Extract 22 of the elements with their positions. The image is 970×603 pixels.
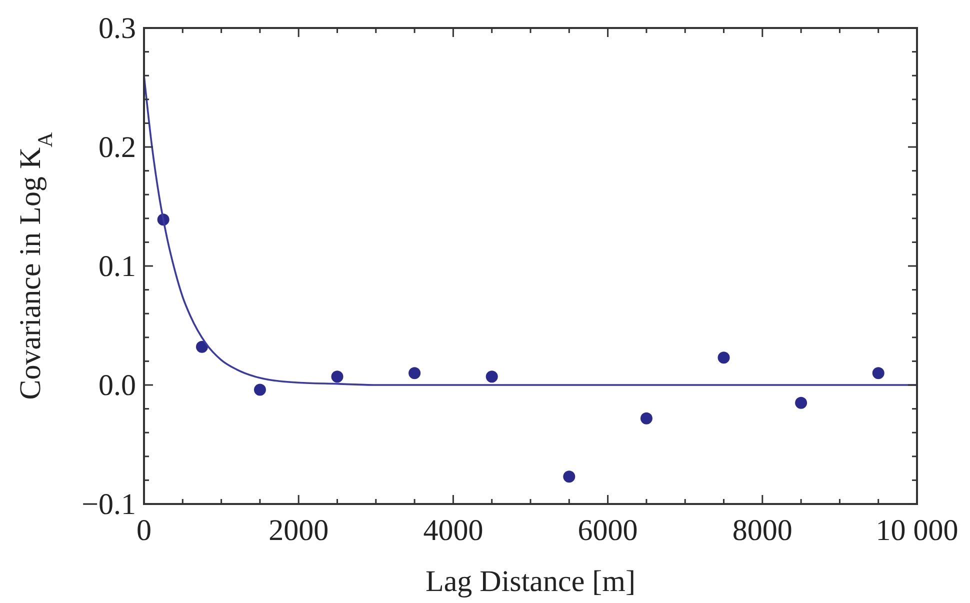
y-tick-label: 0.2 [98,131,136,164]
point [331,370,344,383]
point [563,470,576,483]
x-axis-title: Lag Distance [m] [426,565,636,598]
y-tick-label: 0.0 [98,369,136,402]
x-tick-label: 4000 [423,514,484,547]
x-tick-label: 8000 [732,514,792,547]
point [872,367,884,380]
y-tick-label: 0.3 [98,12,136,45]
point [196,340,208,353]
x-tick-label: 6000 [578,514,638,547]
x-tick-label: 0 [136,514,152,547]
x-tick-label: 2000 [268,514,329,547]
point [795,396,808,409]
x-tick-label: 10 000 [876,514,958,547]
y-tick-label: −0.1 [82,488,136,521]
point [486,370,498,383]
point [640,412,652,424]
y-tick-label: 0.1 [98,250,136,283]
point [254,384,266,396]
point [408,367,421,380]
point [718,352,730,364]
